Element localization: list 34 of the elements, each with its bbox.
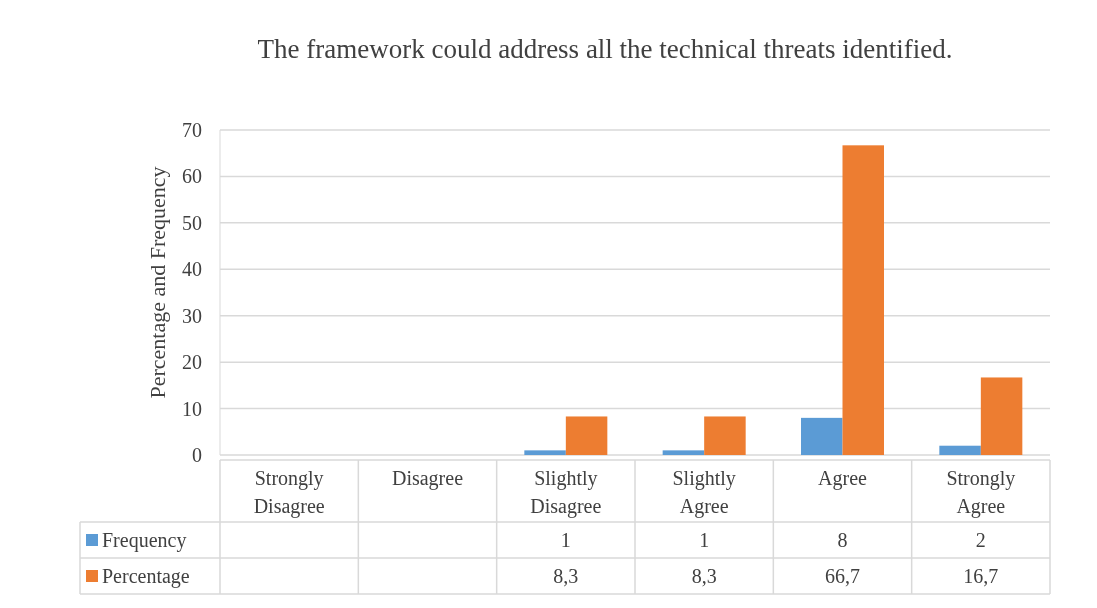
- bar: [842, 145, 884, 455]
- chart-title: The framework could address all the technical threats identified.: [257, 34, 953, 64]
- x-tick-label: Strongly Agree: [946, 467, 1016, 518]
- bar: [662, 450, 705, 455]
- data-label: 16,7: [963, 565, 999, 587]
- y-axis-title: Percentage and Frequency: [145, 166, 170, 399]
- data-label: 8,3: [553, 565, 579, 587]
- y-tick-label: 20: [182, 351, 202, 374]
- legend-label: Frequency: [102, 529, 187, 552]
- data-label: 66,7: [825, 565, 860, 587]
- x-tick-label: Slightly Agree: [672, 467, 736, 518]
- y-tick-label: 10: [182, 397, 202, 420]
- y-tick-label: 40: [182, 258, 202, 281]
- x-tick-label: Slightly Disagree: [530, 467, 602, 518]
- x-tick-label: Disagree: [391, 467, 464, 490]
- bar: [939, 445, 981, 455]
- y-tick-label: 0: [192, 444, 202, 466]
- bar: [980, 377, 1023, 455]
- x-tick-label: Agree: [818, 467, 868, 490]
- y-tick-label: 30: [182, 304, 202, 327]
- y-tick-label: 70: [182, 119, 202, 141]
- bar: [524, 450, 566, 455]
- data-label: 8,3: [691, 565, 717, 587]
- x-tick-label: Strongly Disagree: [253, 467, 325, 518]
- data-label: 1: [699, 529, 710, 551]
- data-label: 1: [560, 529, 571, 551]
- y-tick-label: 50: [182, 211, 202, 234]
- bar: [565, 416, 608, 455]
- bar: [801, 417, 843, 455]
- bar: [704, 416, 746, 455]
- data-label: 8: [837, 529, 848, 551]
- legend-label: Percentage: [102, 565, 190, 588]
- y-tick-label: 60: [182, 165, 202, 188]
- data-label: 2: [975, 529, 986, 551]
